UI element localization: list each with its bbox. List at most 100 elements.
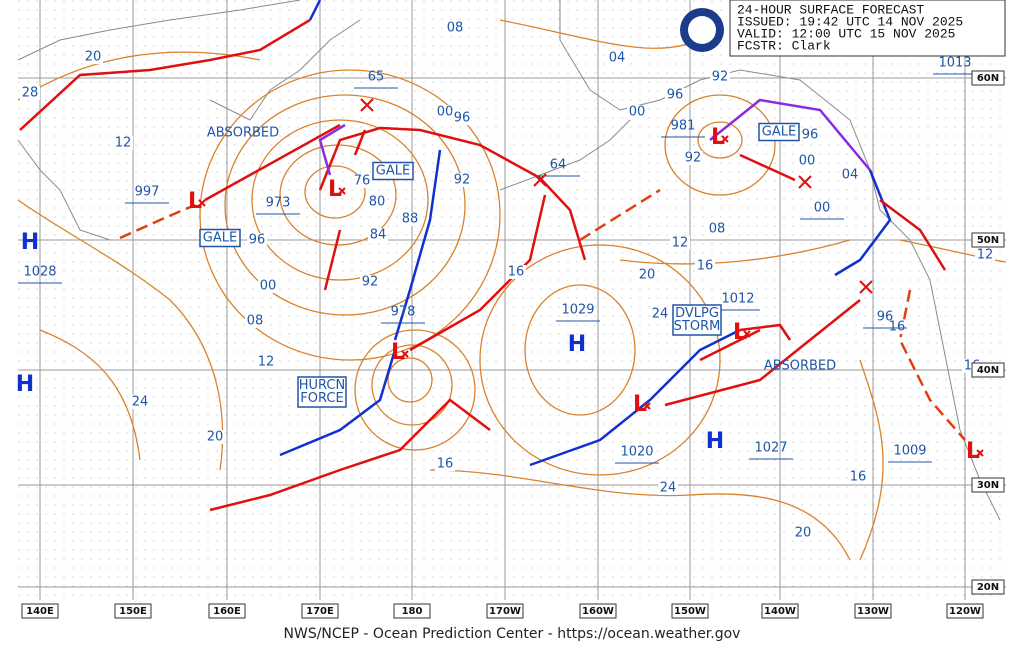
warning-label: FORCE xyxy=(300,391,343,406)
center-x xyxy=(798,175,812,189)
isobar-label-bg xyxy=(793,526,813,540)
low-symbol: L xyxy=(711,125,725,150)
isobar-label-bg xyxy=(256,355,276,369)
isobar-label: 28 xyxy=(22,86,39,101)
pressure-center-value: 1028 xyxy=(23,265,56,280)
isobar-label-bg xyxy=(800,128,820,142)
lon-label: 140E xyxy=(26,606,54,617)
lon-label: 120W xyxy=(949,606,981,617)
lon-label: 180 xyxy=(402,606,423,617)
lat-label-box xyxy=(971,579,1005,595)
center-x xyxy=(533,173,547,187)
low-x xyxy=(401,350,409,358)
isobar-label: 08 xyxy=(447,21,464,36)
pressure-center-value: 00 xyxy=(814,201,831,216)
isobar-label-bg xyxy=(975,248,995,262)
isobar-label: 12 xyxy=(115,136,132,151)
header-issued: ISSUED: 19:42 UTC 14 NOV 2025 xyxy=(737,14,963,29)
isobar-label: 20 xyxy=(795,526,812,541)
pressure-center-value: 1012 xyxy=(721,292,754,307)
isobar-label: 88 xyxy=(402,212,419,227)
lon-label-box xyxy=(301,603,339,619)
pressure-center-value: 1009 xyxy=(893,444,926,459)
header-forecaster: FCSTR: Clark xyxy=(737,38,831,53)
lat-label: 30N xyxy=(977,480,999,491)
isobar-label-bg xyxy=(452,111,472,125)
isobar-label-bg xyxy=(368,228,388,242)
pressure-center-value: 973 xyxy=(266,196,291,211)
track-arrows xyxy=(204,123,861,407)
low-symbol: L xyxy=(966,439,980,464)
high-symbol: H xyxy=(706,429,724,454)
isobar-label: 92 xyxy=(454,173,471,188)
lon-label: 160W xyxy=(582,606,614,617)
lat-label-box xyxy=(971,232,1005,248)
lon-label-box xyxy=(208,603,246,619)
isobar-label: 92 xyxy=(685,151,702,166)
isobar-label: 92 xyxy=(362,275,379,290)
isobar-label: 08 xyxy=(709,222,726,237)
isobar-label-bg xyxy=(840,168,860,182)
isobar-label-bg xyxy=(887,320,907,334)
isobar-label-bg xyxy=(637,268,657,282)
pressure-center-value: 96 xyxy=(877,310,894,325)
isobar-label: 16 xyxy=(437,457,454,472)
pressure-center-value: 1029 xyxy=(561,303,594,318)
low-x xyxy=(338,187,346,195)
lat-label: 40N xyxy=(977,365,999,376)
isobar-label-bg xyxy=(695,259,715,273)
isobar-label: 24 xyxy=(132,395,149,410)
pressure-center-value: 65 xyxy=(368,70,385,85)
isobar-label-bg xyxy=(245,314,265,328)
warning-label: GALE xyxy=(203,231,237,246)
isobar-label-bg xyxy=(848,470,868,484)
lon-label: 170W xyxy=(489,606,521,617)
low-symbol: L xyxy=(733,320,747,345)
noaa-logo-inner xyxy=(688,16,716,44)
low-symbol: L xyxy=(633,392,647,417)
high-symbol: H xyxy=(16,372,34,397)
lon-label-box xyxy=(854,603,892,619)
center-x xyxy=(360,98,374,112)
isobar-label-bg xyxy=(627,105,647,119)
warning-label: GALE xyxy=(376,164,410,179)
isobar-label: 96 xyxy=(802,128,819,143)
isobar-label: 00 xyxy=(629,105,646,120)
isobar-label: 16 xyxy=(697,259,714,274)
lat-label-box xyxy=(971,362,1005,378)
isobar-label: 96 xyxy=(667,88,684,103)
isobar-label-bg xyxy=(435,457,455,471)
lat-label: 50N xyxy=(977,235,999,246)
isobar-label-bg xyxy=(247,233,267,247)
isobar-label-bg xyxy=(367,195,387,209)
low-x xyxy=(643,402,651,410)
isobar-label-bg xyxy=(352,174,372,188)
lon-label-box xyxy=(671,603,709,619)
low-x xyxy=(976,449,984,457)
isobar-label: 04 xyxy=(842,168,859,183)
lon-label-box xyxy=(114,603,152,619)
lon-label: 140W xyxy=(764,606,796,617)
isobar-label-bg xyxy=(658,481,678,495)
low-x xyxy=(743,330,751,338)
high-symbol: H xyxy=(21,230,39,255)
lat-label-box xyxy=(971,477,1005,493)
isobar-label: 80 xyxy=(369,195,386,210)
lon-label: 160E xyxy=(213,606,241,617)
lon-label: 170E xyxy=(306,606,334,617)
isobar-label: 20 xyxy=(207,430,224,445)
isobar-label-bg xyxy=(607,51,627,65)
low-symbol: L xyxy=(188,189,202,214)
warning-label: GALE xyxy=(762,125,796,140)
pressure-center-value: 1027 xyxy=(754,441,787,456)
low-symbol: L xyxy=(328,177,342,202)
warning-label: STORM xyxy=(674,319,721,334)
lon-label-box xyxy=(486,603,524,619)
isobar-label: 20 xyxy=(639,268,656,283)
isobar-label-bg xyxy=(435,105,455,119)
isobar-label: 92 xyxy=(712,70,729,85)
pressure-center-value: 1013 xyxy=(938,56,971,71)
lat-label: 20N xyxy=(977,582,999,593)
pressure-center-value: 978 xyxy=(391,305,416,320)
